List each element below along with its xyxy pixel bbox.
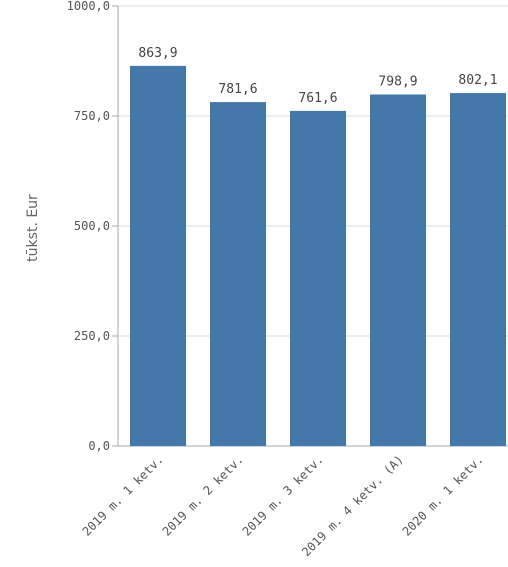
y-tick-label: 0,0 [88, 439, 110, 453]
data-labels: 863,9 781,6 761,6 798,9 802,1 [138, 46, 497, 106]
bar[interactable] [210, 102, 266, 446]
bars [130, 65, 506, 447]
bar-value-label: 761,6 [298, 91, 337, 106]
x-category-label: 2020 m. 1 ketv. [400, 452, 487, 539]
y-tick-label: 500,0 [74, 219, 110, 233]
bar-value-label: 798,9 [378, 74, 417, 89]
bar-value-label: 802,1 [458, 73, 497, 88]
y-tick-label: 1000,0 [67, 0, 110, 13]
y-tick-label: 250,0 [74, 329, 110, 343]
bar[interactable] [450, 93, 506, 447]
y-axis-title: tūkst. Eur [25, 194, 41, 262]
bar[interactable] [370, 94, 426, 446]
bar[interactable] [290, 110, 346, 446]
bar[interactable] [130, 65, 186, 446]
x-category-label: 2019 m. 3 ketv. [240, 452, 327, 539]
bar-value-label: 863,9 [138, 46, 177, 61]
x-category-labels: 2019 m. 1 ketv.2019 m. 2 ketv.2019 m. 3 … [80, 452, 487, 559]
bar-value-label: 781,6 [218, 82, 257, 97]
y-tick-labels: 0,0 250,0 500,0 750,0 1000,0 [67, 0, 110, 453]
y-tick-label: 750,0 [74, 109, 110, 123]
x-category-label: 2019 m. 1 ketv. [80, 452, 167, 539]
x-category-label: 2019 m. 2 ketv. [160, 452, 247, 539]
